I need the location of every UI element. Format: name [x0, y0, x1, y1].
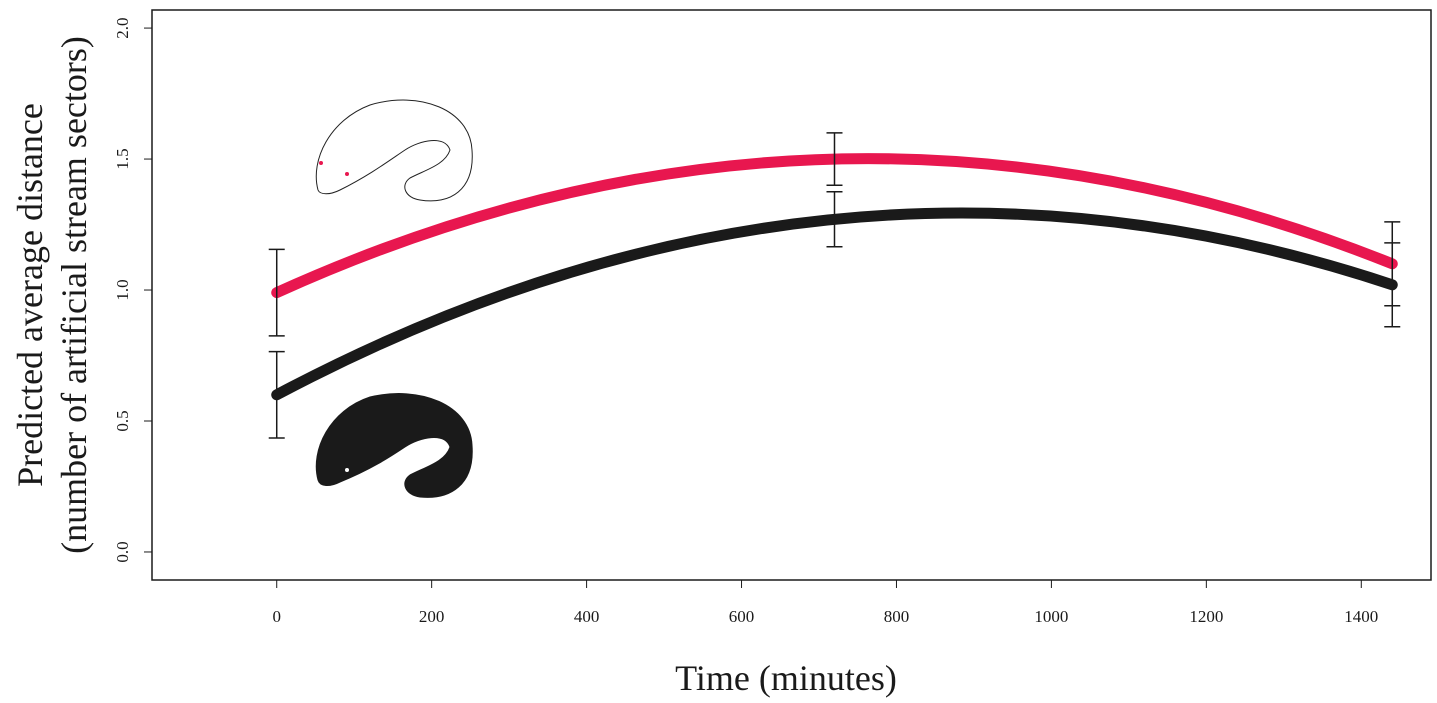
x-tick-label: 0 [272, 607, 281, 626]
x-tick-label: 1400 [1344, 607, 1378, 626]
y-tick-label: 0.0 [113, 541, 132, 562]
plot-frame [151, 9, 1432, 581]
x-tick-label: 400 [574, 607, 600, 626]
dark-fish-icon [315, 393, 473, 498]
y-tick-label: 1.0 [113, 279, 132, 300]
y-axis-label: (number of artificial stream sectors) [54, 36, 94, 554]
x-tick-label: 600 [729, 607, 755, 626]
x-tick-label: 1200 [1189, 607, 1223, 626]
albino-fish-icon [315, 99, 473, 202]
error-bar [268, 248, 285, 337]
error-bar [826, 191, 843, 248]
error-bar [1384, 242, 1401, 328]
error-bar [826, 132, 843, 186]
y-tick-label: 1.5 [113, 148, 132, 169]
y-axis-label: Predicted average distance [10, 103, 50, 487]
y-tick-label: 2.0 [113, 17, 132, 38]
x-tick-label: 800 [884, 607, 910, 626]
x-axis-label: Time (minutes) [675, 658, 897, 698]
x-tick-label: 200 [419, 607, 445, 626]
y-tick-label: 0.5 [113, 410, 132, 431]
x-tick-label: 1000 [1034, 607, 1068, 626]
error-bar [268, 350, 285, 439]
